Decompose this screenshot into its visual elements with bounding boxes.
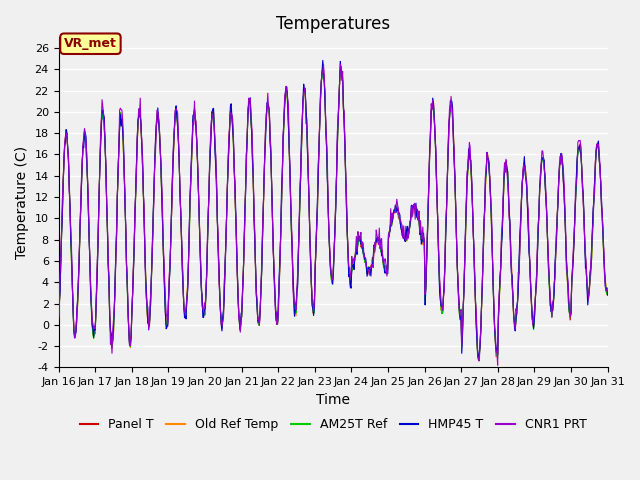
Panel T: [319, 63, 326, 69]
AM25T Ref: [417, 228, 424, 233]
HMP45 T: [177, 209, 184, 215]
Panel T: [177, 208, 184, 214]
HMP45 T: [65, 156, 72, 162]
Line: AM25T Ref: AM25T Ref: [58, 67, 607, 360]
Panel T: [475, 354, 483, 360]
Old Ref Temp: [206, 158, 214, 164]
CNR1 PRT: [65, 152, 72, 158]
Old Ref Temp: [401, 235, 408, 241]
Line: Panel T: Panel T: [58, 66, 607, 357]
AM25T Ref: [177, 210, 184, 216]
AM25T Ref: [604, 291, 611, 297]
AM25T Ref: [319, 64, 326, 70]
Text: VR_met: VR_met: [64, 37, 117, 50]
HMP45 T: [475, 354, 483, 360]
Panel T: [121, 194, 129, 200]
Panel T: [604, 288, 611, 294]
Old Ref Temp: [474, 355, 482, 361]
Panel T: [54, 313, 62, 319]
Line: CNR1 PRT: CNR1 PRT: [58, 64, 607, 365]
HMP45 T: [54, 316, 62, 322]
Y-axis label: Temperature (C): Temperature (C): [15, 146, 29, 259]
Panel T: [417, 228, 424, 233]
CNR1 PRT: [54, 312, 62, 317]
CNR1 PRT: [417, 218, 424, 224]
AM25T Ref: [54, 314, 62, 320]
Old Ref Temp: [319, 63, 326, 69]
Panel T: [206, 158, 214, 164]
Old Ref Temp: [604, 288, 611, 294]
CNR1 PRT: [604, 288, 611, 294]
AM25T Ref: [401, 236, 408, 241]
Line: HMP45 T: HMP45 T: [58, 60, 607, 357]
CNR1 PRT: [121, 194, 129, 200]
Old Ref Temp: [54, 317, 62, 323]
AM25T Ref: [121, 197, 129, 203]
Old Ref Temp: [417, 227, 424, 233]
CNR1 PRT: [401, 234, 408, 240]
Title: Temperatures: Temperatures: [276, 15, 390, 33]
CNR1 PRT: [206, 153, 214, 158]
Old Ref Temp: [65, 160, 72, 166]
X-axis label: Time: Time: [316, 393, 350, 407]
CNR1 PRT: [177, 209, 184, 215]
AM25T Ref: [65, 156, 72, 162]
AM25T Ref: [206, 161, 214, 167]
AM25T Ref: [475, 357, 483, 362]
HMP45 T: [604, 292, 611, 298]
HMP45 T: [401, 237, 408, 242]
Panel T: [401, 236, 408, 242]
Panel T: [65, 158, 72, 164]
Line: Old Ref Temp: Old Ref Temp: [58, 66, 607, 358]
Old Ref Temp: [121, 193, 129, 199]
HMP45 T: [121, 202, 129, 207]
HMP45 T: [206, 162, 214, 168]
HMP45 T: [417, 223, 424, 229]
Legend: Panel T, Old Ref Temp, AM25T Ref, HMP45 T, CNR1 PRT: Panel T, Old Ref Temp, AM25T Ref, HMP45 …: [74, 413, 591, 436]
HMP45 T: [319, 58, 326, 63]
CNR1 PRT: [494, 362, 502, 368]
CNR1 PRT: [337, 61, 344, 67]
Old Ref Temp: [177, 210, 184, 216]
